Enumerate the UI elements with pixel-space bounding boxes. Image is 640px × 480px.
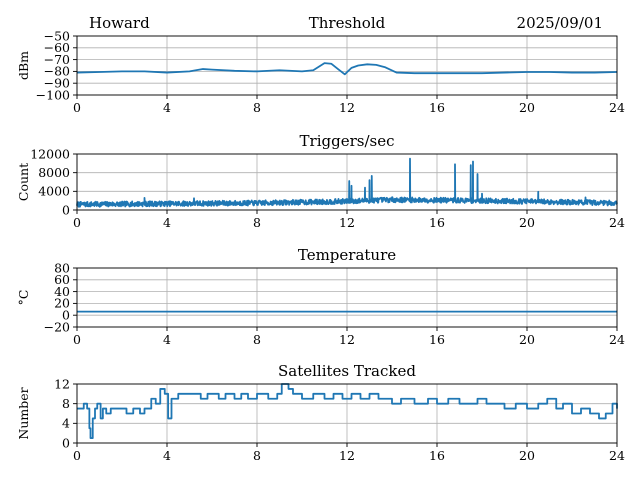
threshold-xtick-label: 8	[253, 100, 261, 115]
temperature-ytick-label: 20	[54, 296, 70, 311]
triggers-xtick-label: 20	[519, 215, 535, 230]
temperature-xtick-label: 12	[339, 332, 355, 347]
temperature-ytick-label: −20	[44, 319, 70, 334]
satellites-ylabel: Number	[16, 387, 31, 439]
threshold-ytick-label: −50	[44, 28, 70, 43]
satellites-xtick-label: 12	[339, 448, 355, 463]
threshold-ytick-label: −80	[44, 64, 70, 79]
temperature-ytick-label: 60	[54, 272, 70, 287]
threshold-panel: 0 4 8 12 16 20 24 −100−90−80−70−60−50 Threshold d…	[16, 14, 625, 115]
triggers-ytick-label: 0	[62, 202, 70, 217]
satellites-ytick-label: 8	[62, 396, 70, 411]
threshold-xtick-label: 4	[163, 100, 171, 115]
temperature-xtick-label: 8	[253, 332, 261, 347]
satellites-xtick-label: 4	[163, 448, 171, 463]
report-date: 2025/09/01	[517, 14, 603, 32]
threshold-ytick-label: −70	[44, 52, 70, 67]
temperature-ytick-label: 40	[54, 284, 70, 299]
satellites-xtick-label: 24	[609, 448, 625, 463]
triggers-ylabel: Count	[16, 163, 31, 201]
triggers-xtick-label: 16	[429, 215, 445, 230]
threshold-xtick-label: 0	[73, 100, 81, 115]
satellites-xtick-label: 0	[73, 448, 81, 463]
threshold-ytick-label: −60	[44, 40, 70, 55]
triggers-xtick-label: 12	[339, 215, 355, 230]
threshold-ytick-label: −100	[36, 87, 70, 102]
triggers-chart-title: Triggers/sec	[300, 132, 395, 150]
temperature-chart-title: Temperature	[298, 246, 396, 264]
temperature-ytick-label: 80	[54, 260, 70, 275]
satellites-ytick-label: 0	[62, 435, 70, 450]
threshold-ytick-label: −90	[44, 76, 70, 91]
triggers-xtick-label: 8	[253, 215, 261, 230]
station-name: Howard	[89, 14, 150, 32]
temperature-xtick-label: 24	[609, 332, 625, 347]
threshold-series-line	[76, 62, 618, 76]
satellites-panel: 0 4 8 12 16 20 24 0 4 8 12 Satellites Tracked Number	[16, 362, 625, 463]
threshold-xtick-label: 12	[339, 100, 355, 115]
triggers-panel: 0 4 8 12 16 20 24 0 4000 8000 12000 Triggers/sec Cou…	[16, 132, 625, 230]
threshold-xtick-label: 24	[609, 100, 625, 115]
satellites-chart-title: Satellites Tracked	[278, 362, 416, 380]
triggers-ytick-label: 12000	[30, 146, 70, 161]
temperature-ytick-label: 0	[62, 308, 70, 323]
triggers-ytick-label: 4000	[38, 184, 70, 199]
satellites-ytick-label: 12	[54, 376, 70, 391]
triggers-series-line	[76, 157, 618, 208]
temperature-xtick-label: 20	[519, 332, 535, 347]
satellites-ytick-label: 4	[62, 416, 70, 431]
triggers-xtick-label: 4	[163, 215, 171, 230]
threshold-xtick-label: 16	[429, 100, 445, 115]
temperature-ylabel: °C	[16, 290, 31, 306]
triggers-xtick-label: 0	[73, 215, 81, 230]
threshold-chart-title: Threshold	[309, 14, 386, 32]
temperature-xtick-label: 0	[73, 332, 81, 347]
triggers-xtick-label: 24	[609, 215, 625, 230]
satellites-xtick-label: 8	[253, 448, 261, 463]
threshold-ylabel: dBm	[16, 51, 31, 80]
temperature-xtick-label: 16	[429, 332, 445, 347]
satellites-xtick-label: 20	[519, 448, 535, 463]
triggers-ytick-label: 8000	[38, 165, 70, 180]
threshold-xtick-label: 20	[519, 100, 535, 115]
satellites-xtick-label: 16	[429, 448, 445, 463]
temperature-xtick-label: 4	[163, 332, 171, 347]
